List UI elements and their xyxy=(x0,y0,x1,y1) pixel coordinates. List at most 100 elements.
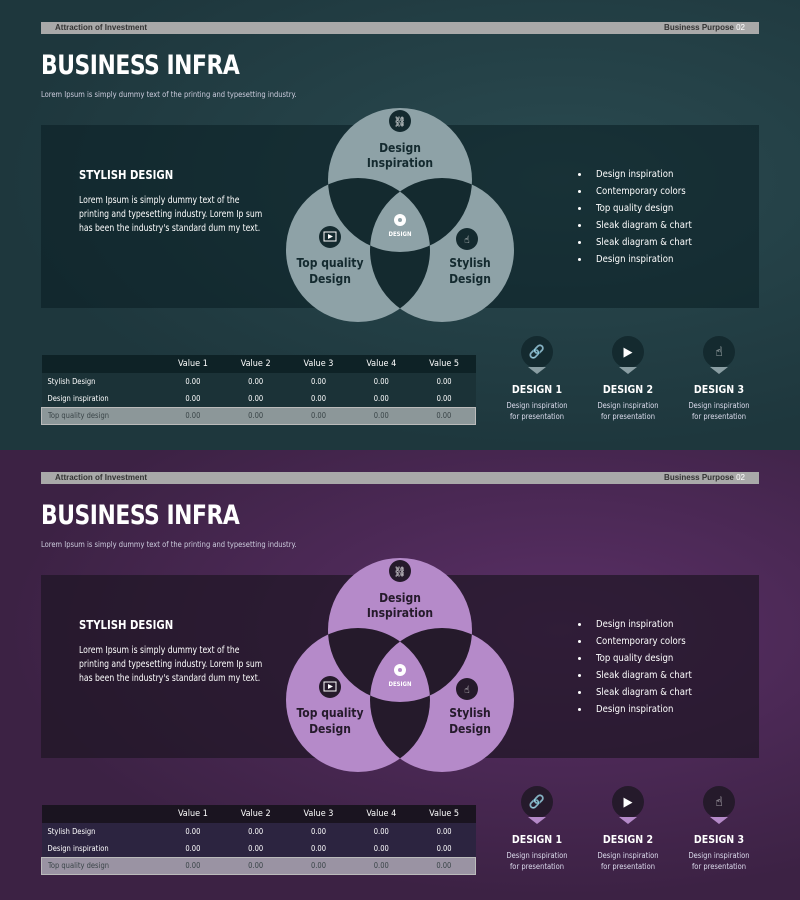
column-header: Value 1 xyxy=(177,359,208,369)
table-cell: 0.00 xyxy=(436,827,452,836)
left-text: Lorem Ipsum is simply dummy text of the … xyxy=(79,195,263,234)
table-cell: Design inspiration xyxy=(47,843,109,853)
table-row: Stylish Design 0.00 0.00 0.00 0.00 0.00 xyxy=(41,373,476,390)
video-icon xyxy=(319,226,341,248)
table-cell: 0.00 xyxy=(185,411,201,420)
table-cell: 0.00 xyxy=(310,393,326,403)
table-cell: 0.00 xyxy=(248,861,264,870)
column-header: Value 2 xyxy=(240,359,271,369)
venn-left-label-2: Design xyxy=(309,272,351,286)
design-label: DESIGN 3 xyxy=(693,834,745,846)
table-row: Top quality design 0.00 0.00 0.00 0.00 0.00 xyxy=(41,407,476,424)
table-cell: 0.00 xyxy=(373,843,389,853)
table-cell: 0.00 xyxy=(436,411,452,420)
pointer-triangle xyxy=(528,817,546,824)
bullet-list: Design inspiration Contemporary colors Top… xyxy=(578,616,692,718)
table-cell: 0.00 xyxy=(310,411,326,420)
bullet-item: Top quality design xyxy=(578,650,692,667)
header-left: Attraction of Investment xyxy=(55,473,148,482)
design-text-line: Design inspiration xyxy=(597,851,659,860)
touch-icon: ☝ xyxy=(703,786,735,818)
subtitle: Lorem Ipsum is simply dummy text of the … xyxy=(41,90,297,99)
venn-top-label-2: Inspiration xyxy=(367,156,433,170)
design-text: Design inspiration for presentation xyxy=(492,400,582,422)
svg-text:⛓: ⛓ xyxy=(394,566,407,578)
venn-center-label: DESIGN xyxy=(388,231,411,238)
column-header: Value 1 xyxy=(177,809,208,819)
touch-icon: ☝ xyxy=(456,228,478,250)
table-cell: 0.00 xyxy=(436,377,452,386)
design-text-line: for presentation xyxy=(509,412,565,421)
design-label: DESIGN 1 xyxy=(511,834,563,846)
left-text: Lorem Ipsum is simply dummy text of the … xyxy=(79,645,263,684)
table-cell: 0.00 xyxy=(185,827,201,836)
table-cell: 0.00 xyxy=(373,861,389,870)
bullet-item: Design inspiration xyxy=(578,166,692,183)
design-text-line: for presentation xyxy=(691,862,747,871)
table-cell: 0.00 xyxy=(436,843,452,853)
table-cell: 0.00 xyxy=(185,843,201,853)
svg-text:☝: ☝ xyxy=(464,235,469,246)
design-label: DESIGN 2 xyxy=(602,384,654,396)
design-text-line: for presentation xyxy=(509,862,565,871)
video-icon: ▶ xyxy=(612,336,644,368)
design-label: DESIGN 3 xyxy=(693,384,745,396)
column-header: Value 4 xyxy=(366,359,397,369)
table-cell: 0.00 xyxy=(248,843,264,853)
bullet-item: Sleak diagram & chart xyxy=(578,667,692,684)
venn-top-label-1: Design xyxy=(379,591,421,605)
table-cell: 0.00 xyxy=(310,861,326,870)
table-cell: 0.00 xyxy=(436,393,452,403)
design-label: DESIGN 2 xyxy=(602,834,654,846)
left-heading: STYLISH DESIGN xyxy=(79,167,174,182)
table-cell: 0.00 xyxy=(310,377,326,386)
venn-left-label-2: Design xyxy=(309,722,351,736)
table-cell: Stylish Design xyxy=(47,827,96,836)
video-icon xyxy=(319,676,341,698)
header-left: Attraction of Investment xyxy=(55,23,148,32)
pointer-triangle xyxy=(619,367,637,374)
design-item: 🔗 DESIGN 1 Design inspiration for present… xyxy=(492,786,582,872)
table-cell: 0.00 xyxy=(373,411,389,420)
table-cell: 0.00 xyxy=(436,861,452,870)
bullet-item: Sleak diagram & chart xyxy=(578,217,692,234)
table-cell: Top quality design xyxy=(48,411,110,420)
column-header: Value 5 xyxy=(429,809,460,819)
logo-icon xyxy=(394,214,406,226)
link-icon: 🔗 xyxy=(521,786,553,818)
design-text: Design inspiration for presentation xyxy=(674,850,764,872)
header-right-label: Business Purpose xyxy=(664,23,734,32)
svg-text:⛓: ⛓ xyxy=(394,116,407,128)
svg-text:☝: ☝ xyxy=(464,685,469,696)
design-item: 🔗 DESIGN 1 Design inspiration for present… xyxy=(492,336,582,422)
design-label: DESIGN 1 xyxy=(511,384,563,396)
pointer-triangle xyxy=(710,367,728,374)
data-table: Value 1 Value 2 Value 3 Value 4 Value 5 Styli… xyxy=(41,355,476,425)
table-cell: 0.00 xyxy=(185,861,201,870)
venn-right-label-2: Design xyxy=(449,272,491,286)
column-header xyxy=(42,355,162,373)
pointer-triangle xyxy=(619,817,637,824)
table-cell: 0.00 xyxy=(248,827,264,836)
table-row: Design inspiration 0.00 0.00 0.00 0.00 0.00 xyxy=(41,390,476,407)
column-header: Value 4 xyxy=(366,809,397,819)
design-item: ☝ DESIGN 3 Design inspiration for present… xyxy=(674,336,764,422)
column-header: Value 2 xyxy=(240,809,271,819)
design-text-line: for presentation xyxy=(600,412,656,421)
design-text-line: Design inspiration xyxy=(506,851,568,860)
table-cell: 0.00 xyxy=(185,377,201,386)
slide: Attraction of Investment Business Purpose… xyxy=(0,0,800,450)
design-text: Design inspiration for presentation xyxy=(583,850,673,872)
design-text-line: Design inspiration xyxy=(597,401,659,410)
design-text-line: Design inspiration xyxy=(506,401,568,410)
link-icon: 🔗 xyxy=(521,336,553,368)
design-text: Design inspiration for presentation xyxy=(674,400,764,422)
venn-top-label-1: Design xyxy=(379,141,421,155)
venn-right-label-1: Stylish xyxy=(449,256,490,270)
table-cell: Top quality design xyxy=(48,861,110,870)
design-text: Design inspiration for presentation xyxy=(492,850,582,872)
column-header: Value 5 xyxy=(429,359,460,369)
table-cell: 0.00 xyxy=(248,393,264,403)
